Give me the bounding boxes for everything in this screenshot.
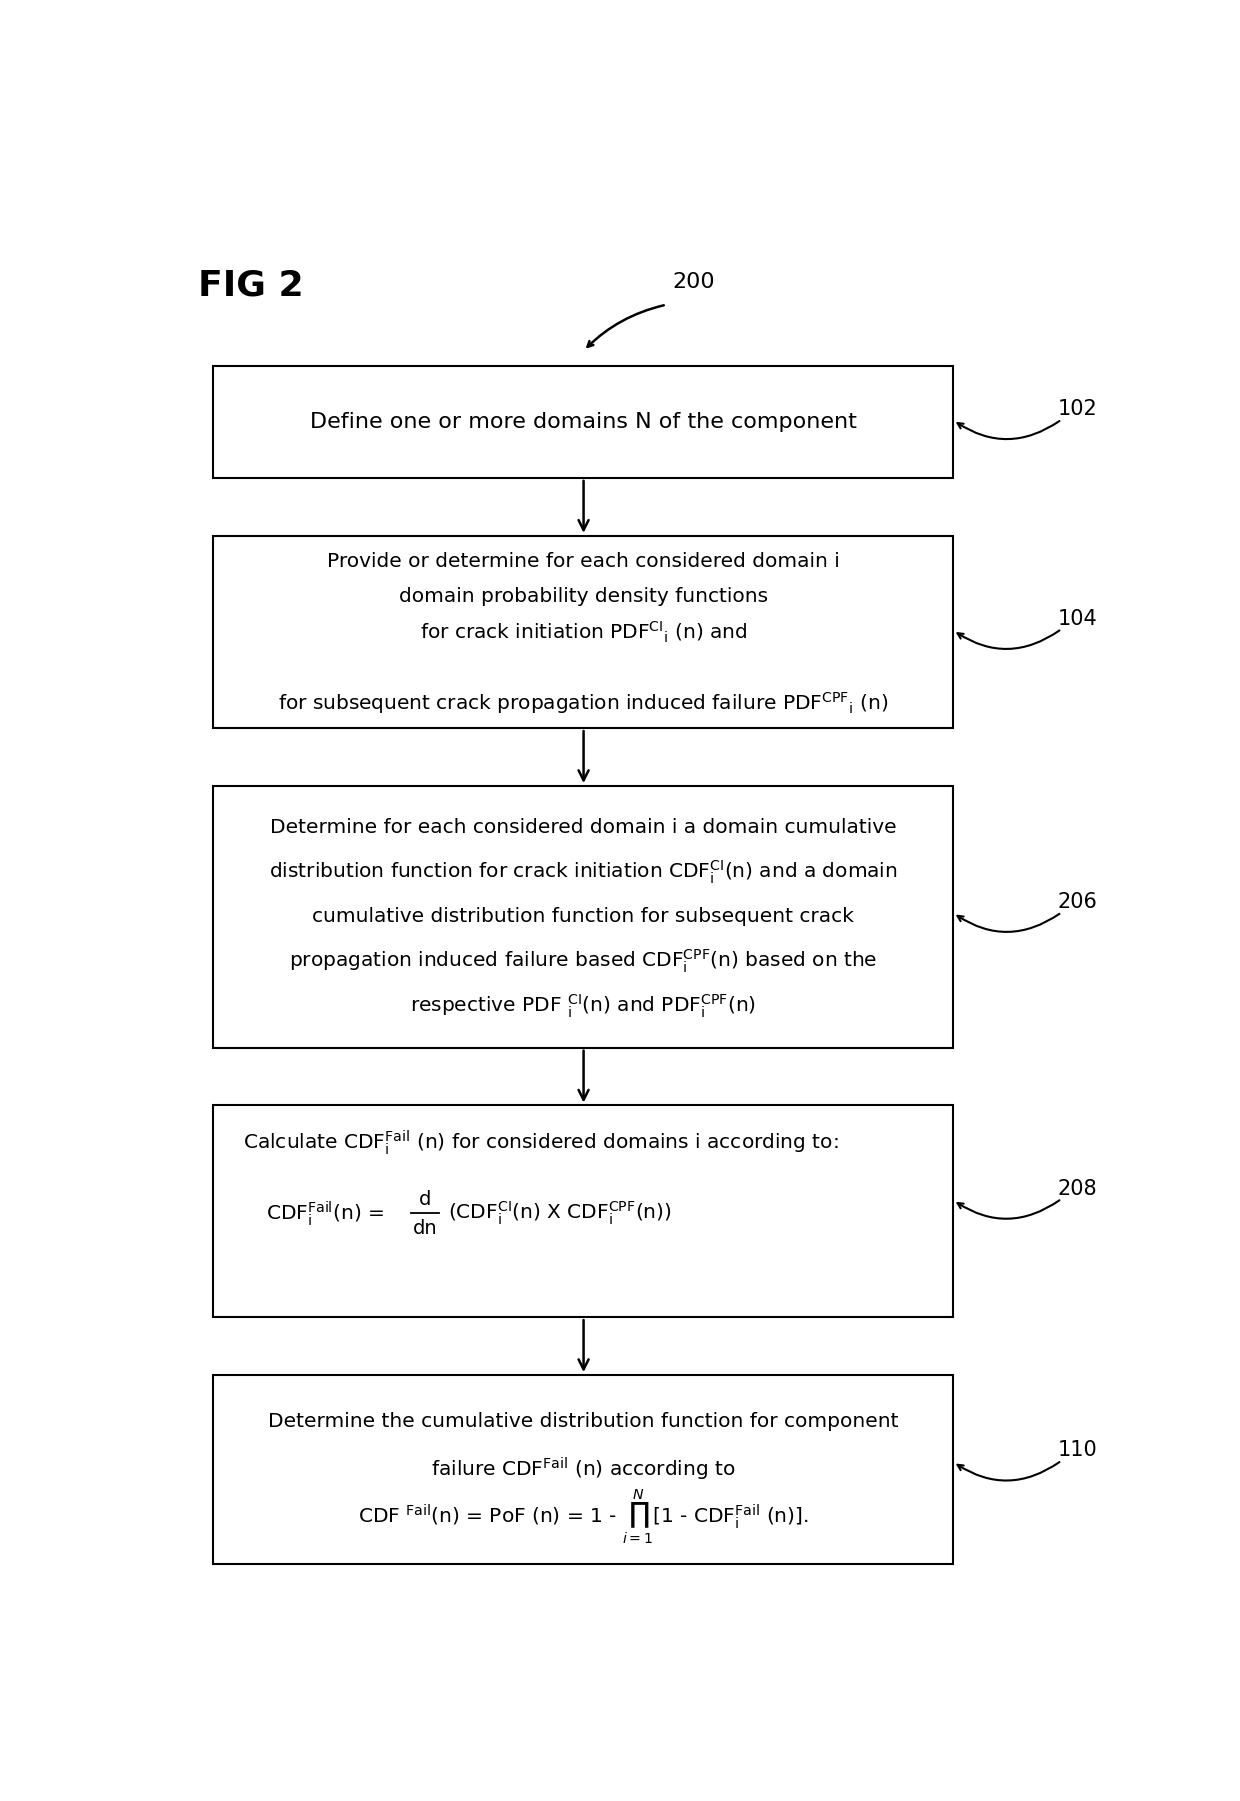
Bar [213, 1106, 954, 1317]
Text: 102: 102 [1058, 400, 1097, 420]
Text: FIG 2: FIG 2 [197, 268, 304, 303]
Text: Calculate CDF$^{\mathsf{Fail}}_{\mathsf{i}}$ (n) for considered domains i accord: Calculate CDF$^{\mathsf{Fail}}_{\mathsf{… [243, 1127, 838, 1156]
Text: CDF$^{\mathsf{Fail}}_{\mathsf{i}}$(n) =: CDF$^{\mathsf{Fail}}_{\mathsf{i}}$(n) = [265, 1199, 386, 1228]
Bar [213, 535, 954, 728]
Bar [213, 785, 954, 1048]
Text: cumulative distribution function for subsequent crack: cumulative distribution function for sub… [312, 908, 854, 926]
Text: respective PDF $^{\mathsf{CI}}_{\mathsf{i}}$(n) and PDF$^{\mathsf{CPF}}_{\mathsf: respective PDF $^{\mathsf{CI}}_{\mathsf{… [410, 992, 756, 1019]
Text: for subsequent crack propagation induced failure PDF$^{\mathsf{CPF}}$$_{\mathsf{: for subsequent crack propagation induced… [278, 690, 888, 715]
Text: 200: 200 [672, 272, 714, 292]
Text: failure CDF$^{\mathsf{Fail}}$ (n) according to: failure CDF$^{\mathsf{Fail}}$ (n) accord… [432, 1455, 735, 1482]
Text: 104: 104 [1058, 609, 1097, 629]
Bar [213, 366, 954, 477]
Text: Define one or more domains N of the component: Define one or more domains N of the comp… [310, 412, 857, 432]
Text: 208: 208 [1058, 1178, 1097, 1199]
Text: 110: 110 [1058, 1441, 1097, 1461]
Text: 206: 206 [1058, 891, 1097, 911]
Text: dn: dn [413, 1219, 436, 1237]
Text: Provide or determine for each considered domain i: Provide or determine for each considered… [327, 551, 839, 571]
Text: d: d [419, 1190, 430, 1208]
Text: Determine the cumulative distribution function for component: Determine the cumulative distribution fu… [268, 1412, 899, 1432]
Text: propagation induced failure based CDF$^{\mathsf{CPF}}_{\mathsf{i}}$(n) based on : propagation induced failure based CDF$^{… [289, 947, 878, 974]
Text: CDF $^{\mathsf{Fail}}$(n) = PoF (n) = 1 - $\prod_{i=1}^{N}$[1 - CDF$^{\mathsf{Fa: CDF $^{\mathsf{Fail}}$(n) = PoF (n) = 1 … [358, 1488, 808, 1547]
Text: (CDF$^{\mathsf{CI}}_{\mathsf{i}}$(n) X CDF$^{\mathsf{CPF}}_{\mathsf{i}}$(n)): (CDF$^{\mathsf{CI}}_{\mathsf{i}}$(n) X C… [448, 1199, 672, 1226]
Text: for crack initiation PDF$^{\mathsf{CI}}$$_{\mathsf{i}}$ (n) and: for crack initiation PDF$^{\mathsf{CI}}$… [419, 620, 746, 645]
Text: Determine for each considered domain i a domain cumulative: Determine for each considered domain i a… [270, 818, 897, 837]
Text: distribution function for crack initiation CDF$^{\mathsf{CI}}_{\mathsf{i}}$(n) a: distribution function for crack initiati… [269, 859, 898, 886]
Bar [213, 1374, 954, 1563]
Text: domain probability density functions: domain probability density functions [398, 587, 768, 605]
